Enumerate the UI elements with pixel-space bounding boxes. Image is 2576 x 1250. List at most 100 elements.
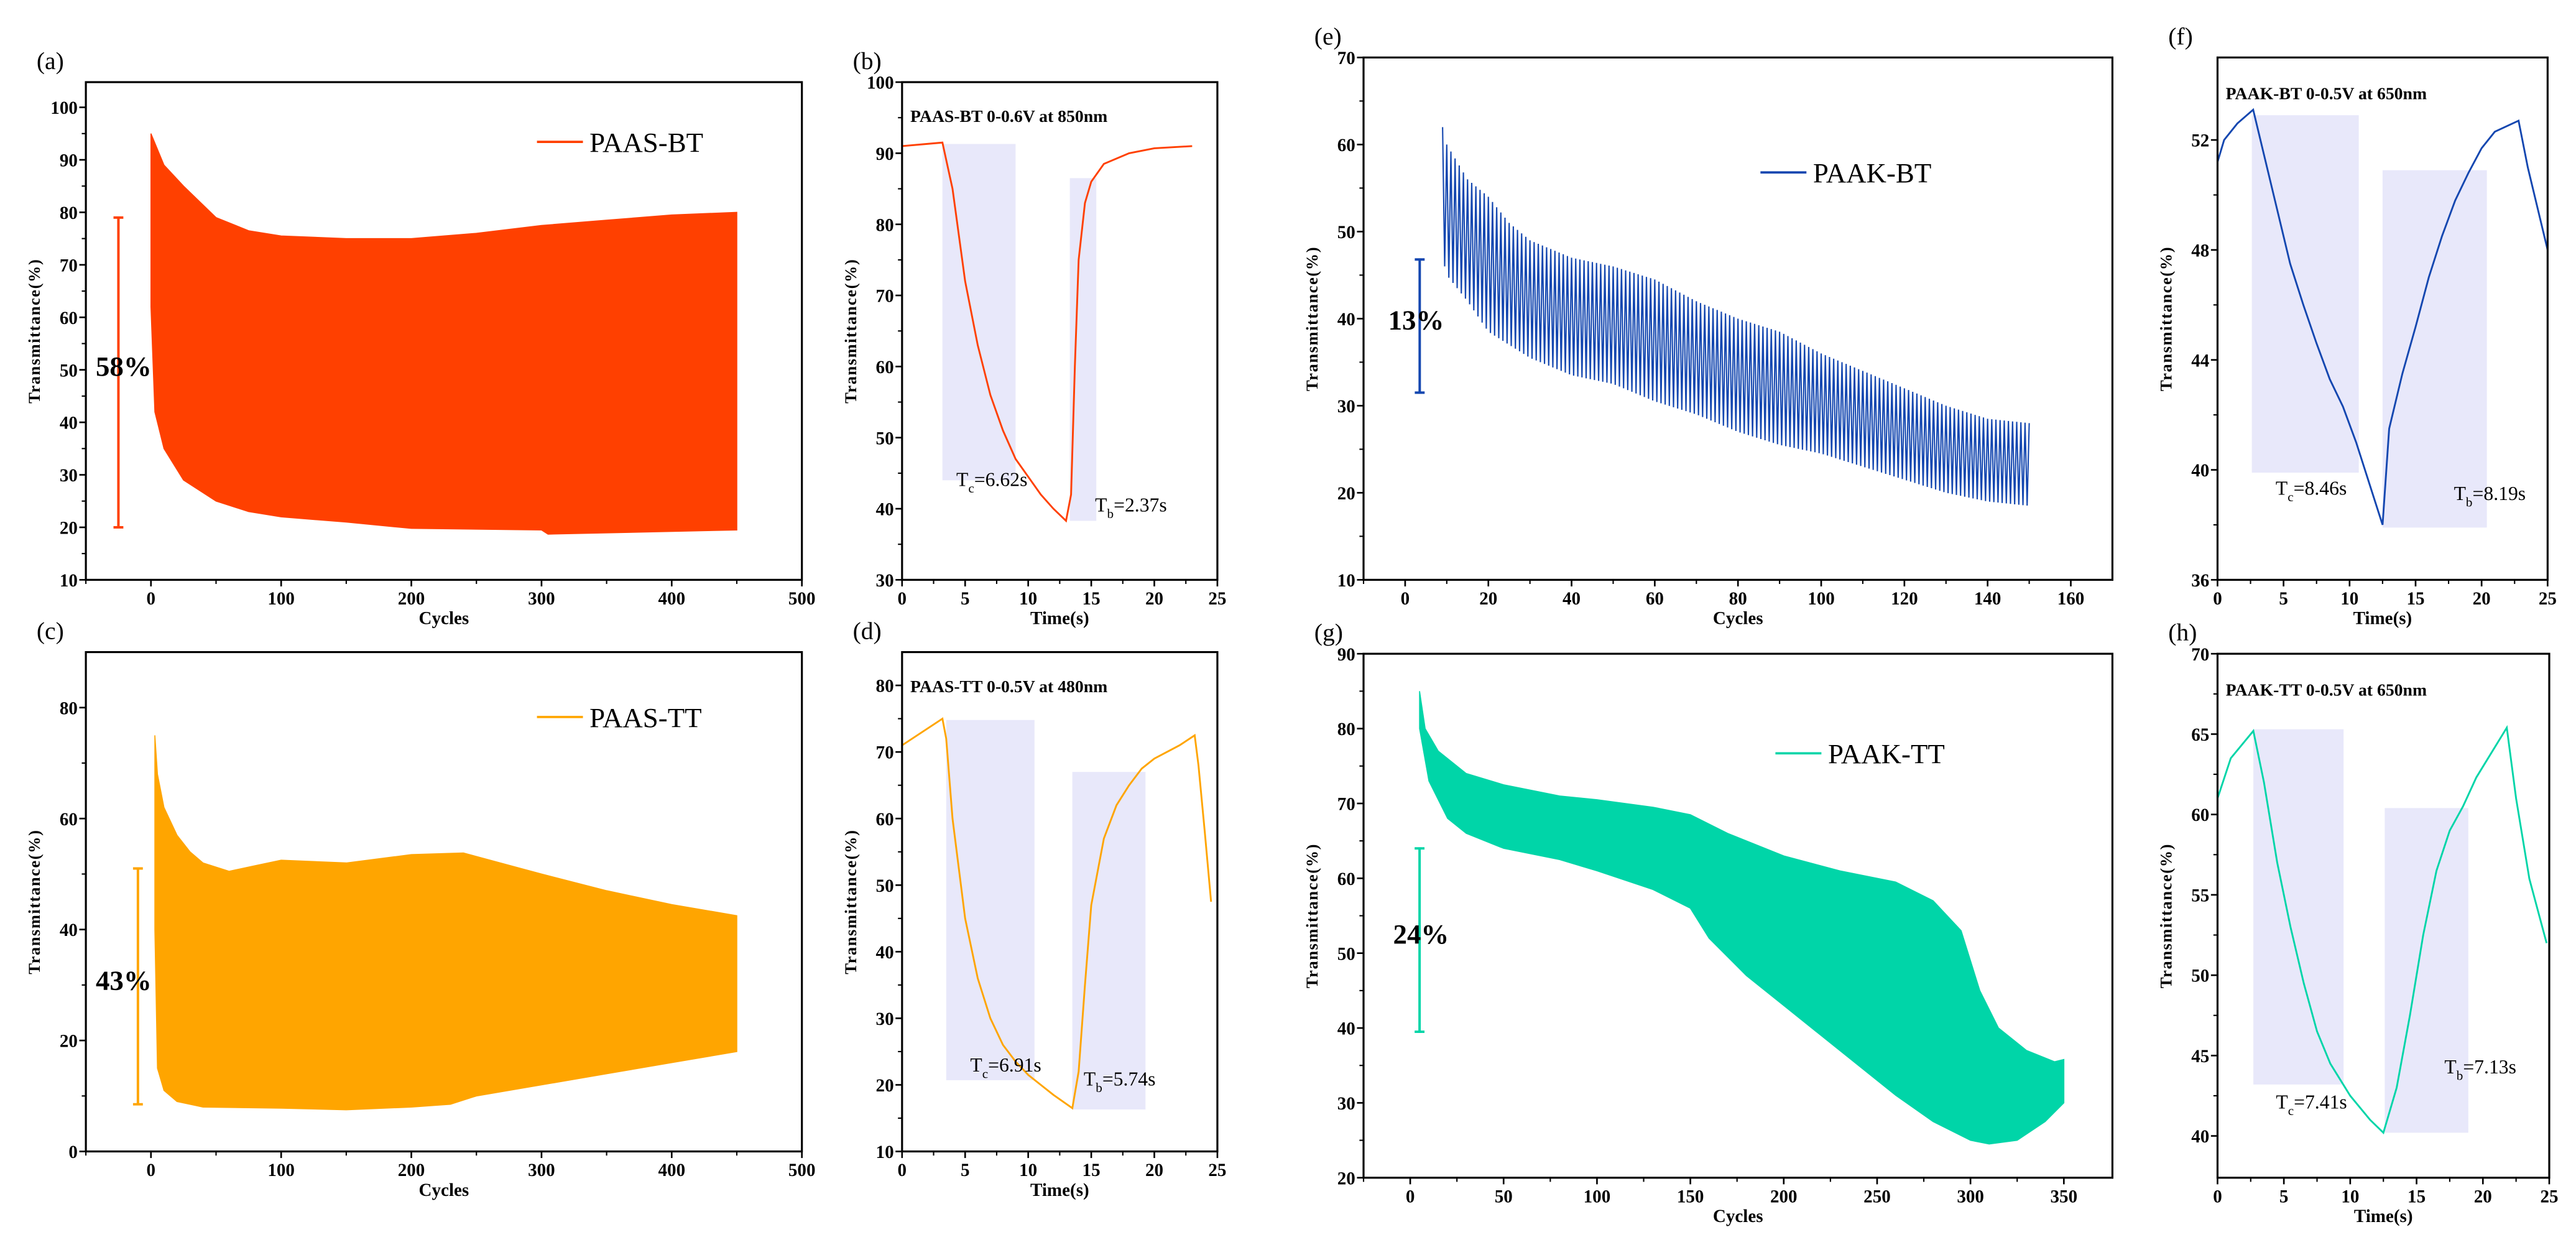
legend-label: PAAS-TT — [589, 702, 701, 733]
x-tick-label: 0 — [2213, 589, 2222, 609]
time-subscript: b — [1107, 506, 1114, 521]
panel-h: 0 5 10 15 20 25 40 45 50 55 60 65 70 Time(s) Transmitt… — [2156, 619, 2558, 1226]
time-value: =2.37s — [1114, 494, 1167, 516]
x-tick-label: 20 — [1145, 1160, 1163, 1180]
x-tick-label: 25 — [1208, 1160, 1226, 1180]
y-tick-label: 80 — [60, 203, 78, 223]
y-axis-title: Transmittance(%) — [25, 829, 44, 974]
panel-e: 0 20 40 60 80 100 120 140 160 10 20 30 40 50 60 70 Cycle… — [1303, 22, 2113, 629]
condition-annotation: PAAS-BT 0-0.6V at 850nm — [910, 106, 1107, 126]
y-tick-label: 60 — [60, 308, 78, 328]
panel-label: (d) — [853, 617, 882, 644]
panel-c: 0 100 200 300 400 500 0 20 40 60 80 Cycles Transmitt… — [25, 617, 815, 1200]
y-tick-label: 30 — [1337, 1094, 1355, 1114]
y-tick-label: 65 — [2191, 725, 2209, 745]
coloring-time-label: Tc=8.46s — [2276, 477, 2347, 504]
y-tick-label: 80 — [1337, 720, 1355, 739]
time-subscript: c — [2287, 489, 2293, 504]
y-tick-label: 60 — [1337, 136, 1355, 155]
y-tick-label: 55 — [2191, 886, 2209, 905]
y-tick-label: 100 — [867, 73, 894, 93]
x-axis-title: Cycles — [419, 609, 469, 629]
y-tick-label: 40 — [2191, 461, 2209, 481]
x-tick-label: 400 — [658, 1160, 686, 1180]
y-tick-label: 48 — [2191, 241, 2209, 261]
y-tick-label: 10 — [876, 1142, 894, 1162]
x-tick-label: 300 — [528, 1160, 555, 1180]
time-subscript: b — [1096, 1080, 1102, 1095]
y-tick-label: 40 — [2191, 1127, 2209, 1147]
panel-f: 0 5 10 15 20 25 36 40 44 48 52 Time(s) Transmittance… — [2156, 22, 2556, 628]
data-band — [1419, 691, 2065, 1145]
time-symbol: T — [970, 1054, 982, 1076]
bleaching-time-label: Tb=5.74s — [1084, 1068, 1156, 1096]
x-tick-label: 350 — [2051, 1187, 2078, 1206]
x-tick-label: 200 — [398, 589, 425, 609]
data-line — [902, 717, 1212, 1110]
y-tick-label: 44 — [2191, 351, 2209, 371]
y-tick-label: 30 — [876, 571, 894, 591]
modulation-label: 13% — [1388, 305, 1444, 336]
shaded-region — [1069, 178, 1097, 521]
time-subscript: c — [2288, 1103, 2294, 1118]
y-tick-label: 10 — [1337, 571, 1355, 591]
y-tick-label: 70 — [2191, 645, 2209, 665]
modulation-label: 58% — [96, 351, 152, 382]
x-tick-label: 60 — [1646, 589, 1664, 609]
condition-annotation: PAAK-BT 0-0.5V at 650nm — [2226, 84, 2427, 103]
shaded-region — [946, 720, 1035, 1080]
x-tick-label: 500 — [788, 1160, 816, 1180]
condition-annotation: PAAK-TT 0-0.5V at 650nm — [2226, 680, 2427, 700]
y-tick-label: 30 — [60, 466, 78, 486]
panel-label: (e) — [1314, 22, 1342, 50]
x-tick-label: 500 — [788, 589, 816, 609]
x-tick-label: 50 — [1495, 1187, 1513, 1206]
x-tick-label: 20 — [2474, 1187, 2492, 1206]
y-tick-label: 52 — [2191, 131, 2209, 151]
y-tick-label: 40 — [60, 920, 78, 940]
x-tick-label: 0 — [1401, 589, 1410, 609]
y-tick-label: 30 — [1337, 397, 1355, 417]
y-axis-title: Transmittance(%) — [25, 259, 44, 404]
y-tick-label: 20 — [1337, 484, 1355, 504]
y-tick-label: 60 — [876, 810, 894, 830]
x-tick-label: 0 — [1406, 1187, 1415, 1206]
y-axis-title: Transmittance(%) — [1303, 843, 1321, 988]
y-tick-label: 40 — [876, 500, 894, 520]
plot-frame — [85, 650, 803, 1153]
x-tick-label: 100 — [267, 589, 295, 609]
y-tick-label: 60 — [60, 810, 78, 830]
x-tick-label: 0 — [147, 589, 156, 609]
x-tick-label: 140 — [1974, 589, 2001, 609]
bleaching-time-label: Tb=7.13s — [2444, 1056, 2516, 1083]
y-tick-label: 45 — [2191, 1047, 2209, 1067]
x-tick-label: 160 — [2057, 589, 2085, 609]
time-value: =5.74s — [1102, 1068, 1156, 1090]
y-tick-label: 60 — [876, 358, 894, 377]
y-tick-label: 80 — [876, 677, 894, 697]
y-tick-label: 30 — [876, 1009, 894, 1029]
y-axis-title: Transmittance(%) — [2156, 843, 2175, 988]
time-subscript: c — [982, 1067, 988, 1081]
y-tick-label: 40 — [1337, 310, 1355, 330]
x-tick-label: 0 — [147, 1160, 156, 1180]
y-tick-label: 50 — [1337, 944, 1355, 964]
panel-label: (a) — [37, 47, 64, 75]
x-tick-label: 0 — [898, 589, 907, 609]
coloring-time-label: Tc=6.91s — [970, 1054, 1041, 1081]
x-tick-label: 10 — [2341, 1187, 2359, 1206]
data-band — [154, 735, 737, 1111]
panel-a: 0 100 200 300 400 500 10 20 30 40 50 60 70 80 90 100 Cyc… — [25, 47, 815, 629]
time-value: =6.91s — [988, 1054, 1041, 1076]
shaded-region — [2382, 170, 2487, 528]
panel-d: 0 5 10 15 20 25 10 20 30 40 50 60 70 80 Time(s) Transmi… — [841, 617, 1227, 1200]
x-tick-label: 15 — [1083, 1160, 1101, 1180]
y-tick-label: 70 — [876, 287, 894, 307]
y-tick-label: 20 — [60, 519, 78, 539]
y-axis-title: Transmittance(%) — [841, 829, 860, 974]
legend-label: PAAS-BT — [589, 127, 703, 158]
y-tick-label: 70 — [876, 743, 894, 763]
x-tick-label: 100 — [1584, 1187, 1611, 1206]
data-line — [2217, 725, 2548, 1135]
shaded-region — [2253, 729, 2344, 1085]
